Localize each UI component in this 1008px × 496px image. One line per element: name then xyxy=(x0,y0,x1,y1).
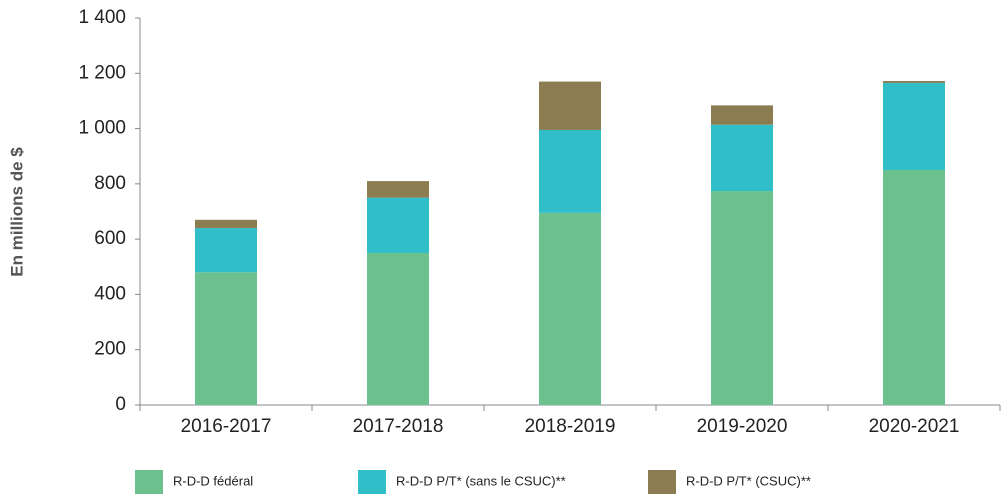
bar-segment xyxy=(367,181,429,198)
y-tick-label: 200 xyxy=(94,339,126,360)
y-tick-label: 0 xyxy=(115,394,126,415)
bar-segment xyxy=(711,124,773,192)
y-tick-label: 1 200 xyxy=(78,62,126,83)
x-tick-label: 2016-2017 xyxy=(181,416,272,437)
bar-segment xyxy=(367,252,429,405)
legend-swatch xyxy=(135,470,163,494)
legend-swatch xyxy=(358,470,386,494)
y-tick-label: 800 xyxy=(94,173,126,194)
legend-label: R-D-D P/T* (sans le CSUC)** xyxy=(396,473,566,488)
y-axis-label: En millions de $ xyxy=(7,147,26,277)
legend-label: R-D-D fédéral xyxy=(173,473,253,488)
x-tick-label: 2019-2020 xyxy=(697,416,788,437)
bar-segment xyxy=(711,191,773,405)
legend-label: R-D-D P/T* (CSUC)** xyxy=(686,473,811,488)
x-tick-label: 2018-2019 xyxy=(525,416,616,437)
bar-segment xyxy=(195,228,257,273)
y-tick-label: 1 400 xyxy=(78,7,126,28)
bar-segment xyxy=(539,129,601,213)
y-tick-label: 400 xyxy=(94,283,126,304)
bar-segment xyxy=(883,81,945,83)
y-tick-label: 1 000 xyxy=(78,118,126,139)
x-tick-label: 2020-2021 xyxy=(869,416,960,437)
bar-segment xyxy=(539,212,601,405)
bar-segment xyxy=(195,272,257,405)
y-tick-label: 600 xyxy=(94,228,126,249)
bar-segment xyxy=(539,81,601,130)
bar-segment xyxy=(195,219,257,229)
x-tick-label: 2017-2018 xyxy=(353,416,444,437)
legend-swatch xyxy=(648,470,676,494)
bar-segment xyxy=(883,170,945,405)
bar-segment xyxy=(367,197,429,253)
bar-segment xyxy=(711,105,773,125)
bar-segment xyxy=(883,82,945,171)
